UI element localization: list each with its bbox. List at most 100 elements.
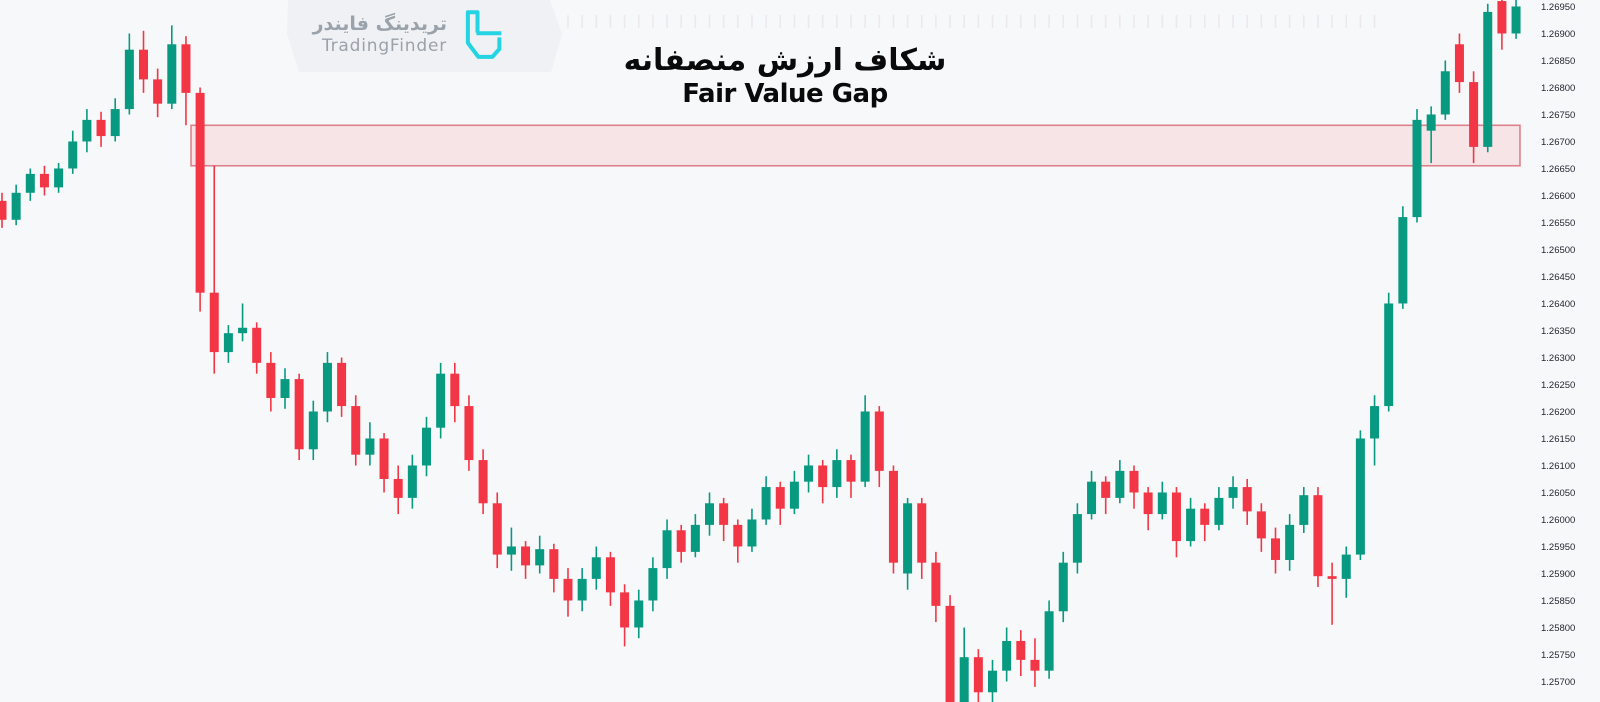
price-axis-label: 1.25800 — [1541, 623, 1575, 634]
brand-name-fa: تریدینگ فایندر — [312, 12, 447, 35]
candle-body — [124, 49, 134, 110]
candle-body — [1299, 495, 1309, 525]
candle-body — [407, 465, 417, 498]
price-axis-label: 1.26250 — [1541, 380, 1575, 391]
candle-body — [1171, 492, 1181, 542]
price-axis-label: 1.26350 — [1541, 326, 1575, 337]
candle-body — [139, 49, 148, 80]
faint-dash — [708, 15, 711, 28]
price-axis-label: 1.26700 — [1541, 137, 1575, 148]
candle-body — [294, 379, 304, 450]
price-axis-label: 1.26600 — [1541, 191, 1575, 202]
faint-dash — [694, 15, 697, 28]
candle-body — [506, 546, 516, 555]
candle-body — [1228, 487, 1238, 498]
price-axis-label: 1.26800 — [1541, 83, 1575, 94]
faint-dash — [892, 15, 895, 28]
candle-body — [0, 200, 7, 220]
faint-dash — [1048, 15, 1050, 28]
faint-dash — [623, 15, 626, 28]
faint-dash — [1090, 15, 1093, 28]
candle-body — [832, 460, 842, 488]
candle-body — [959, 657, 969, 702]
candle-body — [719, 503, 729, 525]
candle-body — [860, 411, 870, 482]
faint-dash — [836, 15, 838, 28]
candle-body — [931, 562, 941, 606]
faint-dash — [963, 15, 965, 28]
candle-body — [209, 292, 219, 353]
faint-dash — [1345, 15, 1348, 28]
candle-body — [322, 362, 332, 412]
faint-dash — [1373, 15, 1376, 28]
faint-dash — [1218, 15, 1220, 28]
candle-body — [1511, 6, 1521, 34]
faint-dash — [1104, 15, 1107, 28]
candle-body — [888, 470, 898, 563]
faint-dash — [1119, 15, 1121, 28]
price-axis-label: 1.26900 — [1541, 29, 1575, 40]
candle-body — [1214, 497, 1224, 525]
faint-dash — [821, 15, 824, 28]
candle-body — [1256, 511, 1266, 539]
candle-body — [1002, 640, 1012, 671]
faint-dash — [1359, 15, 1362, 28]
faint-dash — [949, 15, 951, 28]
candle-body — [351, 406, 361, 455]
candles — [0, 0, 1521, 702]
candle-body — [1313, 495, 1323, 577]
candle-body — [620, 592, 630, 628]
price-axis-label: 1.26650 — [1541, 164, 1575, 175]
faint-dash — [765, 15, 767, 28]
faint-dash — [1331, 15, 1333, 28]
candle-body — [1412, 119, 1422, 218]
candle-body — [1115, 470, 1125, 498]
faint-dash — [1020, 15, 1022, 28]
price-axis-label: 1.25750 — [1541, 650, 1575, 661]
candle-body — [705, 503, 714, 525]
candle-body — [280, 379, 290, 398]
price-axis[interactable]: 1.26950 1.26900 1.26850 1.26800 1.26750 1.267… — [1541, 2, 1575, 688]
price-axis-label: 1.26500 — [1541, 245, 1575, 256]
faint-dash — [878, 15, 881, 28]
faint-dash — [1189, 15, 1192, 28]
faint-dash — [1317, 15, 1319, 28]
candle-body — [223, 333, 233, 353]
candle-body — [535, 549, 545, 566]
candle-body — [1087, 481, 1097, 515]
faint-dash — [1260, 15, 1263, 28]
candle-body — [1285, 524, 1295, 560]
candle-body — [591, 557, 601, 579]
faint-dash — [666, 15, 668, 28]
candle-body — [1186, 508, 1196, 542]
candle-body — [25, 173, 35, 193]
candle-body — [195, 92, 205, 293]
candle-body — [818, 465, 828, 488]
faint-dash — [1203, 15, 1206, 28]
faint-dash — [850, 15, 852, 28]
faint-dash — [652, 15, 654, 28]
candle-body — [153, 79, 163, 104]
candle-body — [1058, 562, 1068, 612]
candle-body — [747, 519, 757, 547]
price-axis-label: 1.26750 — [1541, 110, 1575, 121]
faint-dash — [722, 15, 725, 28]
candle-body — [96, 119, 106, 137]
fvg-zone-rect[interactable] — [190, 124, 1521, 167]
candle-body — [874, 411, 884, 471]
candle-body — [1157, 492, 1167, 515]
candle-body — [1327, 576, 1337, 579]
candle-body — [82, 119, 92, 142]
candle-body — [804, 465, 814, 482]
tradingfinder-logo-icon — [465, 10, 502, 59]
candle-body — [68, 141, 78, 169]
candle-body — [1200, 508, 1210, 525]
candle-body — [1454, 44, 1464, 83]
candle-body — [1398, 217, 1408, 304]
candle-body — [181, 44, 191, 93]
candle-body — [648, 568, 658, 601]
candle-body — [761, 487, 771, 520]
price-axis-label: 1.26550 — [1541, 218, 1575, 229]
faint-dash — [567, 15, 569, 28]
